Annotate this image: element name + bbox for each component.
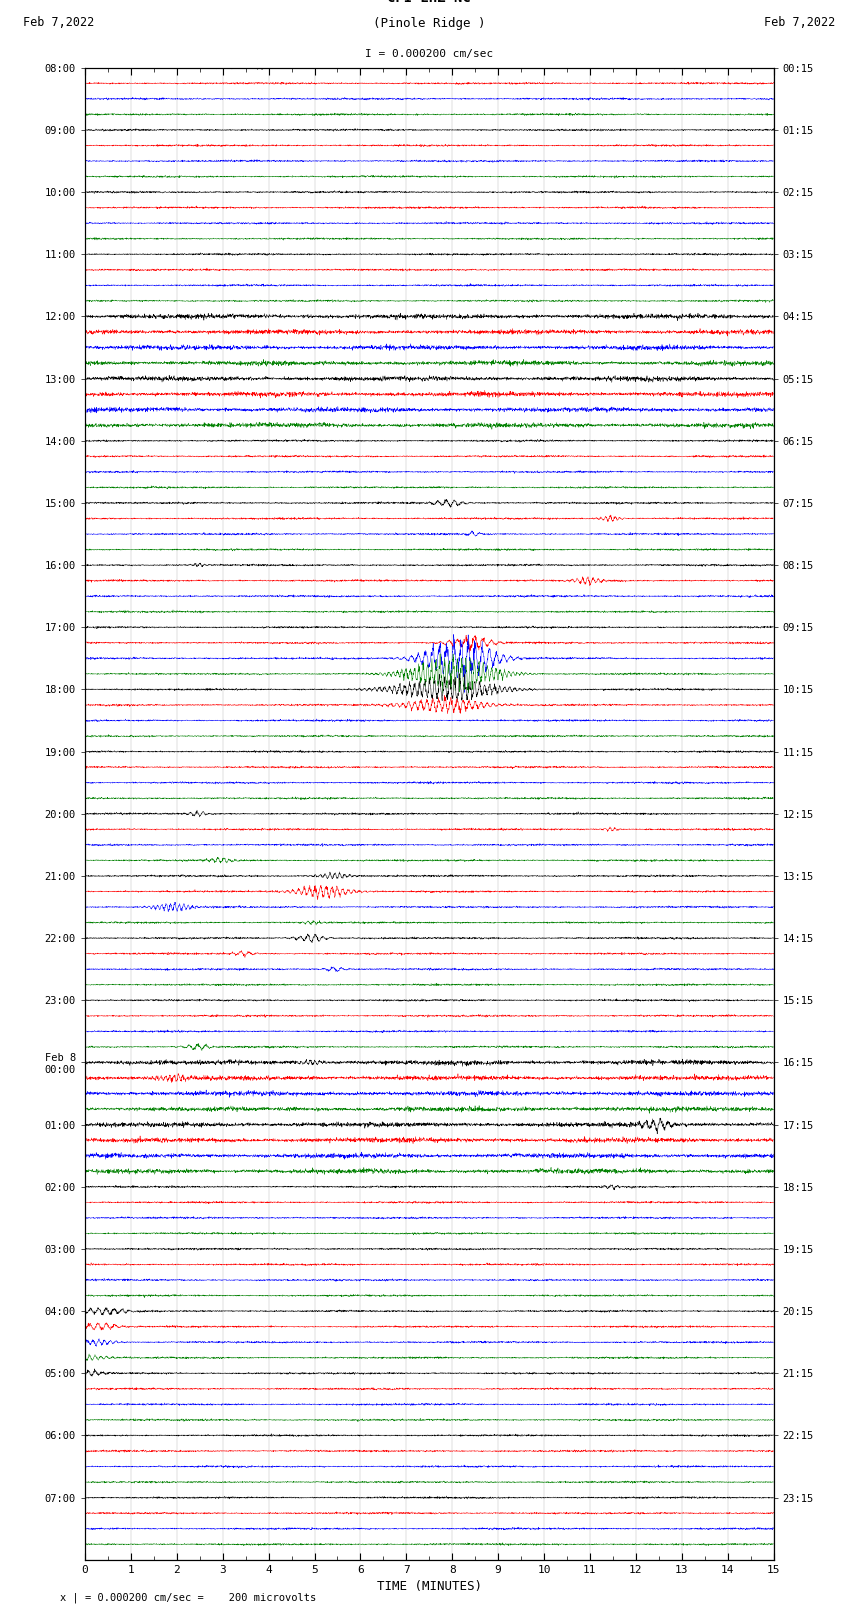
Text: x | = 0.000200 cm/sec =    200 microvolts: x | = 0.000200 cm/sec = 200 microvolts <box>60 1592 315 1603</box>
Text: I = 0.000200 cm/sec: I = 0.000200 cm/sec <box>366 48 493 58</box>
X-axis label: TIME (MINUTES): TIME (MINUTES) <box>377 1581 482 1594</box>
Text: (Pinole Ridge ): (Pinole Ridge ) <box>373 18 485 31</box>
Text: Feb 7,2022: Feb 7,2022 <box>23 16 94 29</box>
Text: CPI EHZ NC: CPI EHZ NC <box>388 0 471 5</box>
Text: Feb 7,2022: Feb 7,2022 <box>764 16 836 29</box>
Text: UTC: UTC <box>23 0 44 2</box>
Text: PST: PST <box>814 0 836 2</box>
